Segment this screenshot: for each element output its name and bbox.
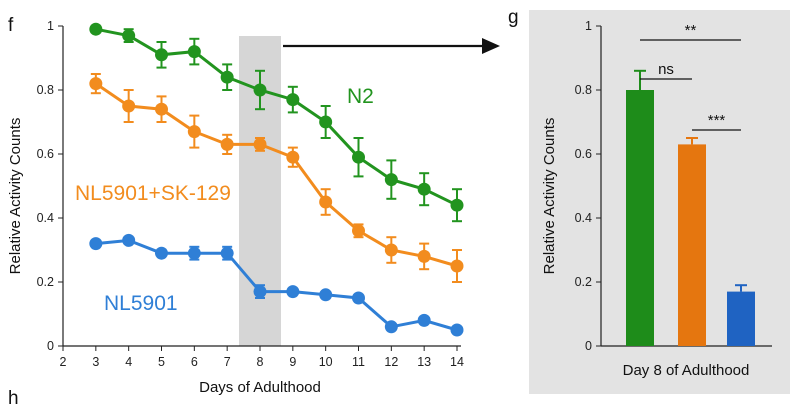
data-point — [417, 249, 431, 263]
data-point — [352, 224, 365, 238]
data-point — [122, 29, 136, 43]
line-chart-y-tick-label: 1 — [47, 19, 54, 33]
data-point — [89, 22, 103, 36]
line-chart-y-axis-title: Relative Activity Counts — [7, 118, 24, 275]
significance-label: ** — [685, 22, 697, 39]
line-chart-y-tick-label: 0.2 — [37, 275, 54, 289]
bar-1 — [678, 144, 706, 346]
line-chart-x-tick-label: 14 — [450, 355, 464, 369]
line-chart-x-tick-label: 8 — [257, 355, 264, 369]
data-point — [155, 48, 168, 62]
data-point — [450, 198, 464, 212]
line-chart: 2 3 4 5 6 7 8 9 10 11 12 13 14 0 0.2 0.4 0.6 0.8 1 Days of… — [7, 19, 500, 396]
data-point — [122, 233, 136, 247]
line-chart-y-tick-label: 0.8 — [37, 83, 54, 97]
line-chart-x-tick-label: 12 — [384, 355, 398, 369]
line-chart-y-tick-label: 0 — [47, 339, 54, 353]
data-point — [253, 285, 267, 299]
data-point — [220, 137, 234, 151]
panel-letter-g: g — [508, 7, 519, 28]
data-point — [89, 237, 103, 251]
bar-chart-y-tick-label: 0.2 — [575, 275, 592, 289]
data-point — [417, 313, 431, 327]
data-point — [450, 259, 464, 273]
line-chart-series-group — [89, 22, 464, 337]
line-chart-x-tick-label: 6 — [191, 355, 198, 369]
bar-chart-y-tick-label: 0.4 — [575, 211, 592, 225]
bar-chart: 00.20.40.60.81 ns***** Day 8 of Adulthoo… — [529, 10, 790, 394]
line-chart-x-tick-label: 5 — [158, 355, 165, 369]
line-chart-x-tick-label: 11 — [352, 355, 365, 369]
data-point — [155, 102, 168, 116]
data-point — [384, 320, 398, 334]
data-point — [187, 125, 201, 139]
series-label-n2: N2 — [347, 85, 374, 108]
data-point — [384, 243, 398, 257]
line-chart-y-tick-label: 0.4 — [37, 211, 54, 225]
data-point — [155, 246, 168, 260]
data-point — [220, 70, 234, 84]
data-point — [319, 195, 333, 209]
data-point — [253, 137, 267, 151]
data-point — [122, 99, 136, 113]
data-point — [187, 246, 201, 260]
data-point — [352, 150, 365, 164]
bar-chart-axes: 0 0.2 0.4 0.6 0.8 1 — [575, 19, 772, 353]
significance-label: ns — [658, 61, 674, 78]
data-point — [450, 323, 464, 337]
data-point — [253, 83, 267, 97]
data-point — [286, 93, 300, 107]
bar-chart-y-tick-label: 0.6 — [575, 147, 592, 161]
data-point — [220, 246, 234, 260]
panel-letter-f: f — [8, 15, 14, 36]
line-chart-x-tick-label: 10 — [319, 355, 333, 369]
data-point — [319, 288, 333, 302]
panel-letter-h: h — [8, 388, 19, 405]
line-chart-x-tick-label: 7 — [224, 355, 231, 369]
series-label-nl5901-sk129: NL5901+SK-129 — [75, 182, 231, 205]
significance-label: *** — [708, 112, 726, 129]
data-point — [384, 173, 398, 187]
bar-0 — [626, 90, 654, 346]
line-chart-x-tick-label: 13 — [417, 355, 431, 369]
line-chart-x-tick-label: 2 — [60, 355, 67, 369]
line-chart-x-axis-title: Days of Adulthood — [199, 379, 321, 396]
line-chart-x-tick-label: 9 — [289, 355, 296, 369]
data-point — [89, 77, 103, 91]
line-chart-y-tick-label: 0.6 — [37, 147, 54, 161]
bar-chart-y-tick-label: 0 — [585, 339, 592, 353]
connector-arrowhead — [482, 38, 500, 54]
bar-chart-x-axis-title: Day 8 of Adulthood — [623, 362, 750, 379]
bar-2 — [727, 291, 755, 346]
bar-chart-y-tick-label: 0.8 — [575, 83, 592, 97]
bar-chart-significance-group: ns***** — [640, 22, 741, 131]
data-point — [352, 291, 365, 305]
bar-chart-bars-group — [626, 69, 755, 346]
data-point — [187, 45, 201, 59]
line-chart-x-tick-label: 3 — [92, 355, 99, 369]
data-point — [286, 285, 300, 299]
bar-chart-y-tick-label: 1 — [585, 19, 592, 33]
line-chart-axes: 2 3 4 5 6 7 8 9 10 11 12 13 14 0 0.2 0.4 0.6 0.8 1 — [37, 19, 464, 369]
data-point — [319, 115, 333, 129]
data-point — [286, 150, 300, 164]
series-label-nl5901: NL5901 — [104, 292, 178, 315]
data-point — [417, 182, 431, 196]
bar-chart-y-axis-title: Relative Activity Counts — [541, 118, 558, 275]
line-chart-x-tick-label: 4 — [125, 355, 132, 369]
